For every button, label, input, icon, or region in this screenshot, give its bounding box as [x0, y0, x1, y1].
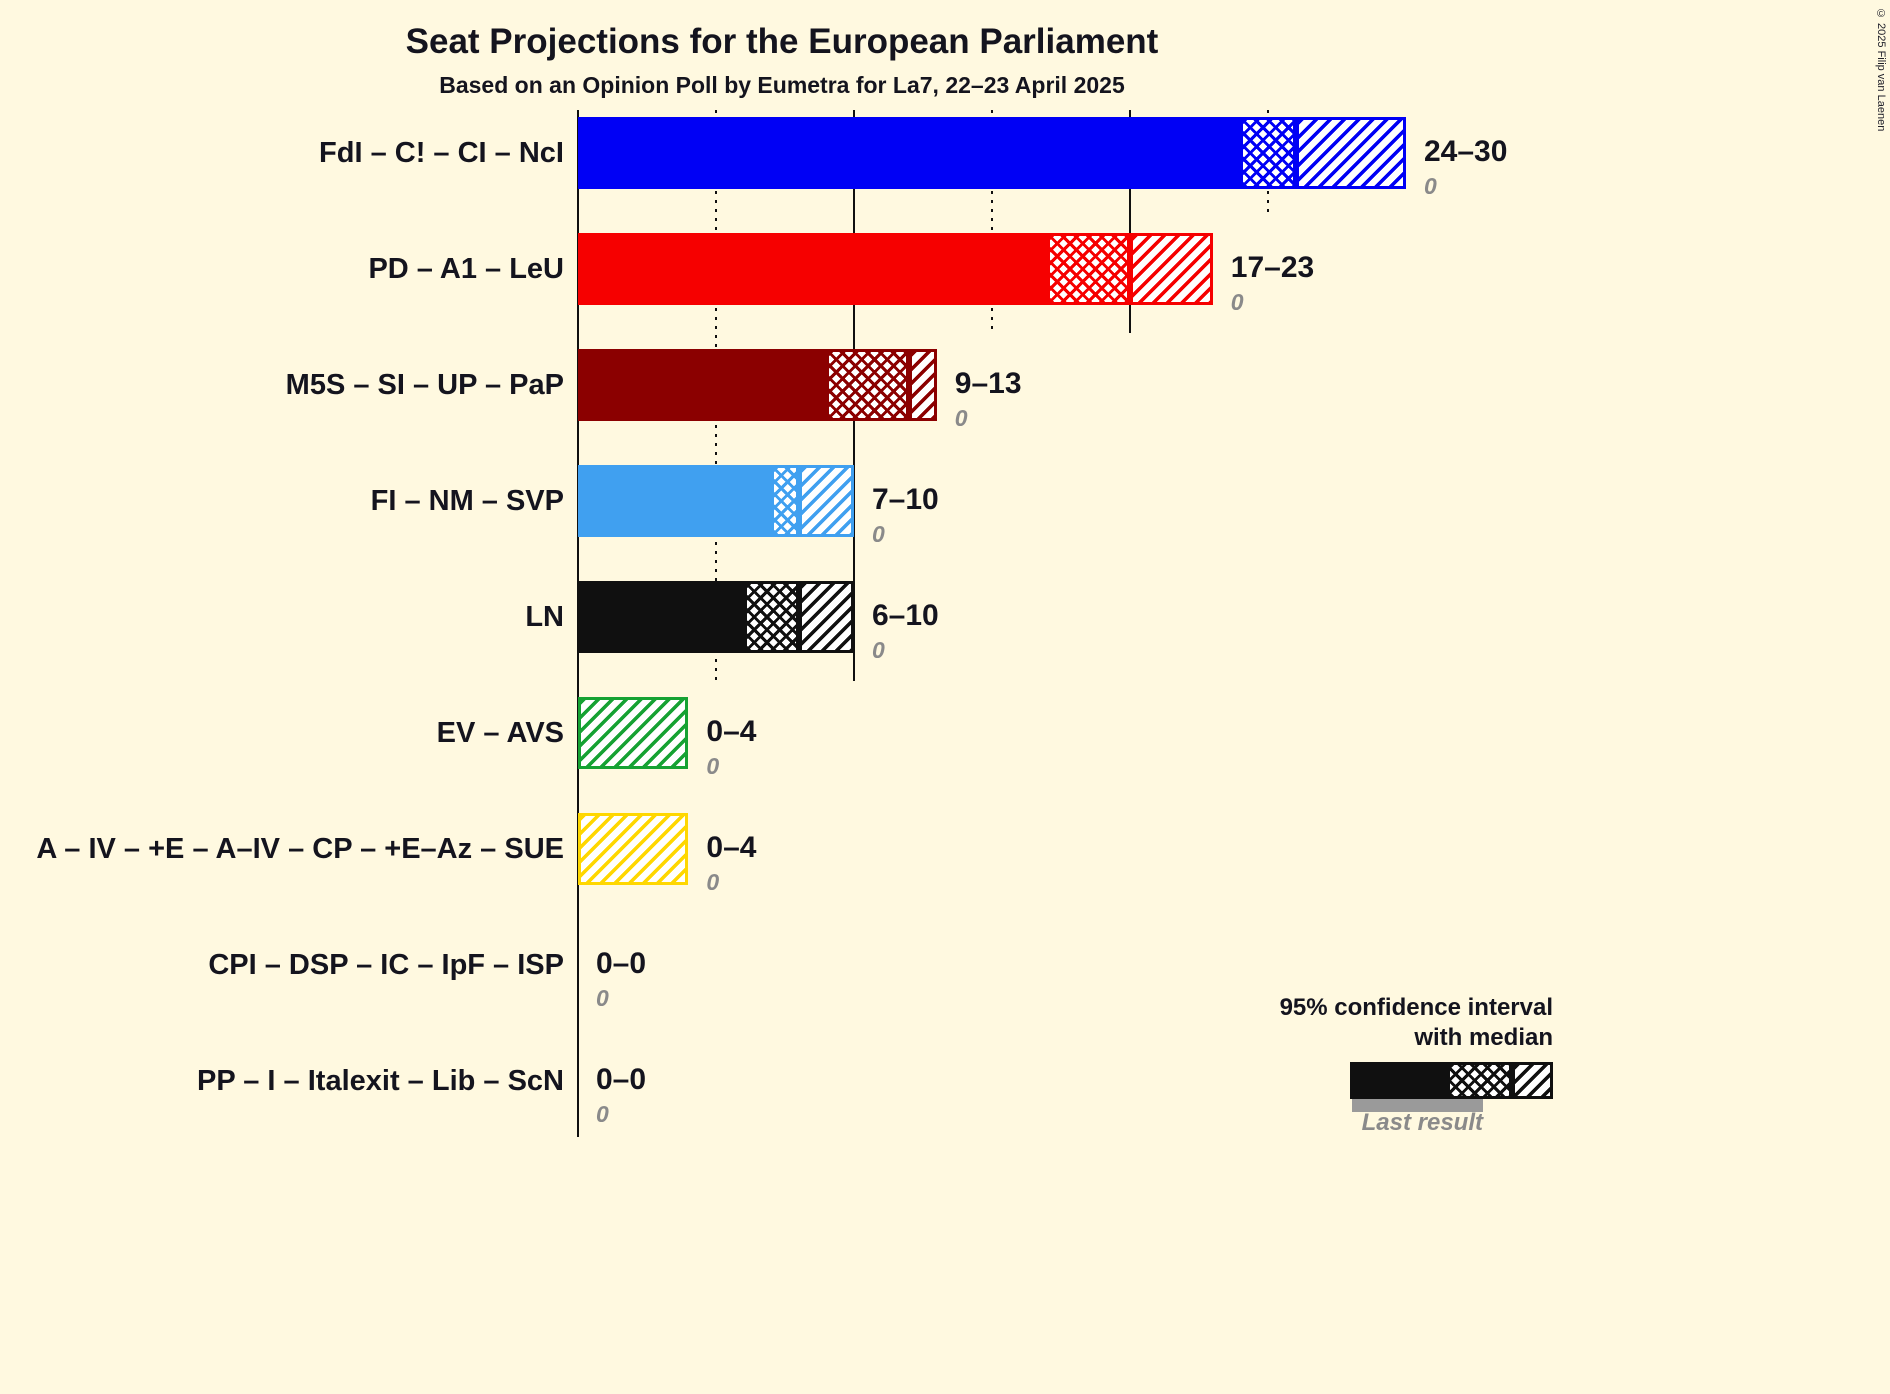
bar-segment-crosshatch [1240, 117, 1296, 189]
legend-ci-bar [1350, 1062, 1553, 1099]
last-result-value: 0 [872, 637, 885, 663]
bar-segment-crosshatch [771, 465, 799, 537]
range-label: 17–23 [1230, 251, 1315, 284]
legend-ci-label-line1: 95% confidence interval [1279, 994, 1553, 1021]
bar-segment-crosshatch [826, 349, 910, 421]
gridline-solid [1129, 110, 1131, 333]
bar-segment-diagonal [798, 465, 854, 537]
bar-segment-diagonal [798, 581, 854, 653]
party-label: CPI – DSP – IC – IpF – ISP [208, 949, 564, 981]
legend-ci-label: 95% confidence interval with median [1000, 993, 1553, 1053]
bar-segment-solid [578, 349, 827, 421]
bar-segment-solid [578, 117, 1241, 189]
last-result-value: 0 [954, 405, 968, 431]
legend-last-result-bar [1352, 1099, 1483, 1112]
party-label: FdI – C! – CI – NcI [319, 137, 564, 169]
gridline-dotted [991, 110, 993, 333]
last-result-value: 0 [596, 985, 609, 1011]
bar-segment-solid [578, 581, 744, 653]
range-label: 0–0 [596, 947, 647, 980]
bar-segment-diagonal [1130, 233, 1213, 305]
range-label: 0–4 [706, 831, 757, 864]
chart-title: Seat Projections for the European Parlia… [405, 22, 1159, 61]
last-result-value: 0 [706, 869, 720, 895]
bar-segment-crosshatch [1047, 233, 1130, 305]
bar-segment-diagonal [909, 349, 937, 421]
legend-solid-segment [1350, 1062, 1447, 1099]
last-result-value: 0 [1230, 289, 1244, 315]
party-label: PP – I – Italexit – Lib – ScN [197, 1065, 564, 1097]
bar-segment-solid [578, 233, 1048, 305]
bar-segment-solid [578, 465, 772, 537]
bar-segment-diagonal [578, 813, 689, 885]
range-label: 9–13 [954, 367, 1022, 400]
range-label: 0–4 [706, 715, 757, 748]
legend-diagonal-segment [1512, 1062, 1553, 1099]
range-label: 24–30 [1424, 135, 1508, 168]
copyright-notice: © 2025 Filip van Laenen [1875, 8, 1887, 132]
party-label: M5S – SI – UP – PaP [285, 369, 564, 401]
party-label: PD – A1 – LeU [368, 253, 564, 285]
bar-segment-diagonal [1295, 117, 1406, 189]
range-label: 0–0 [596, 1063, 647, 1096]
party-label: A – IV – +E – A–IV – CP – +E–Az – SUE [36, 833, 564, 865]
range-label: 7–10 [872, 483, 939, 516]
last-result-value: 0 [706, 753, 720, 779]
party-label: EV – AVS [436, 717, 564, 749]
chart-subtitle: Based on an Opinion Poll by Eumetra for … [439, 72, 1125, 98]
range-label: 6–10 [872, 599, 939, 632]
bar-segment-crosshatch [743, 581, 799, 653]
last-result-value: 0 [596, 1101, 609, 1127]
last-result-value: 0 [1424, 173, 1437, 199]
bar-segment-diagonal [578, 697, 689, 769]
last-result-value: 0 [872, 521, 885, 547]
legend-ci-label-line2: with median [1414, 1024, 1553, 1051]
party-label: LN [525, 601, 564, 633]
legend-crosshatch-segment [1447, 1062, 1512, 1099]
legend-last-result-label: Last result [1361, 1109, 1483, 1136]
party-label: FI – NM – SVP [370, 485, 564, 517]
